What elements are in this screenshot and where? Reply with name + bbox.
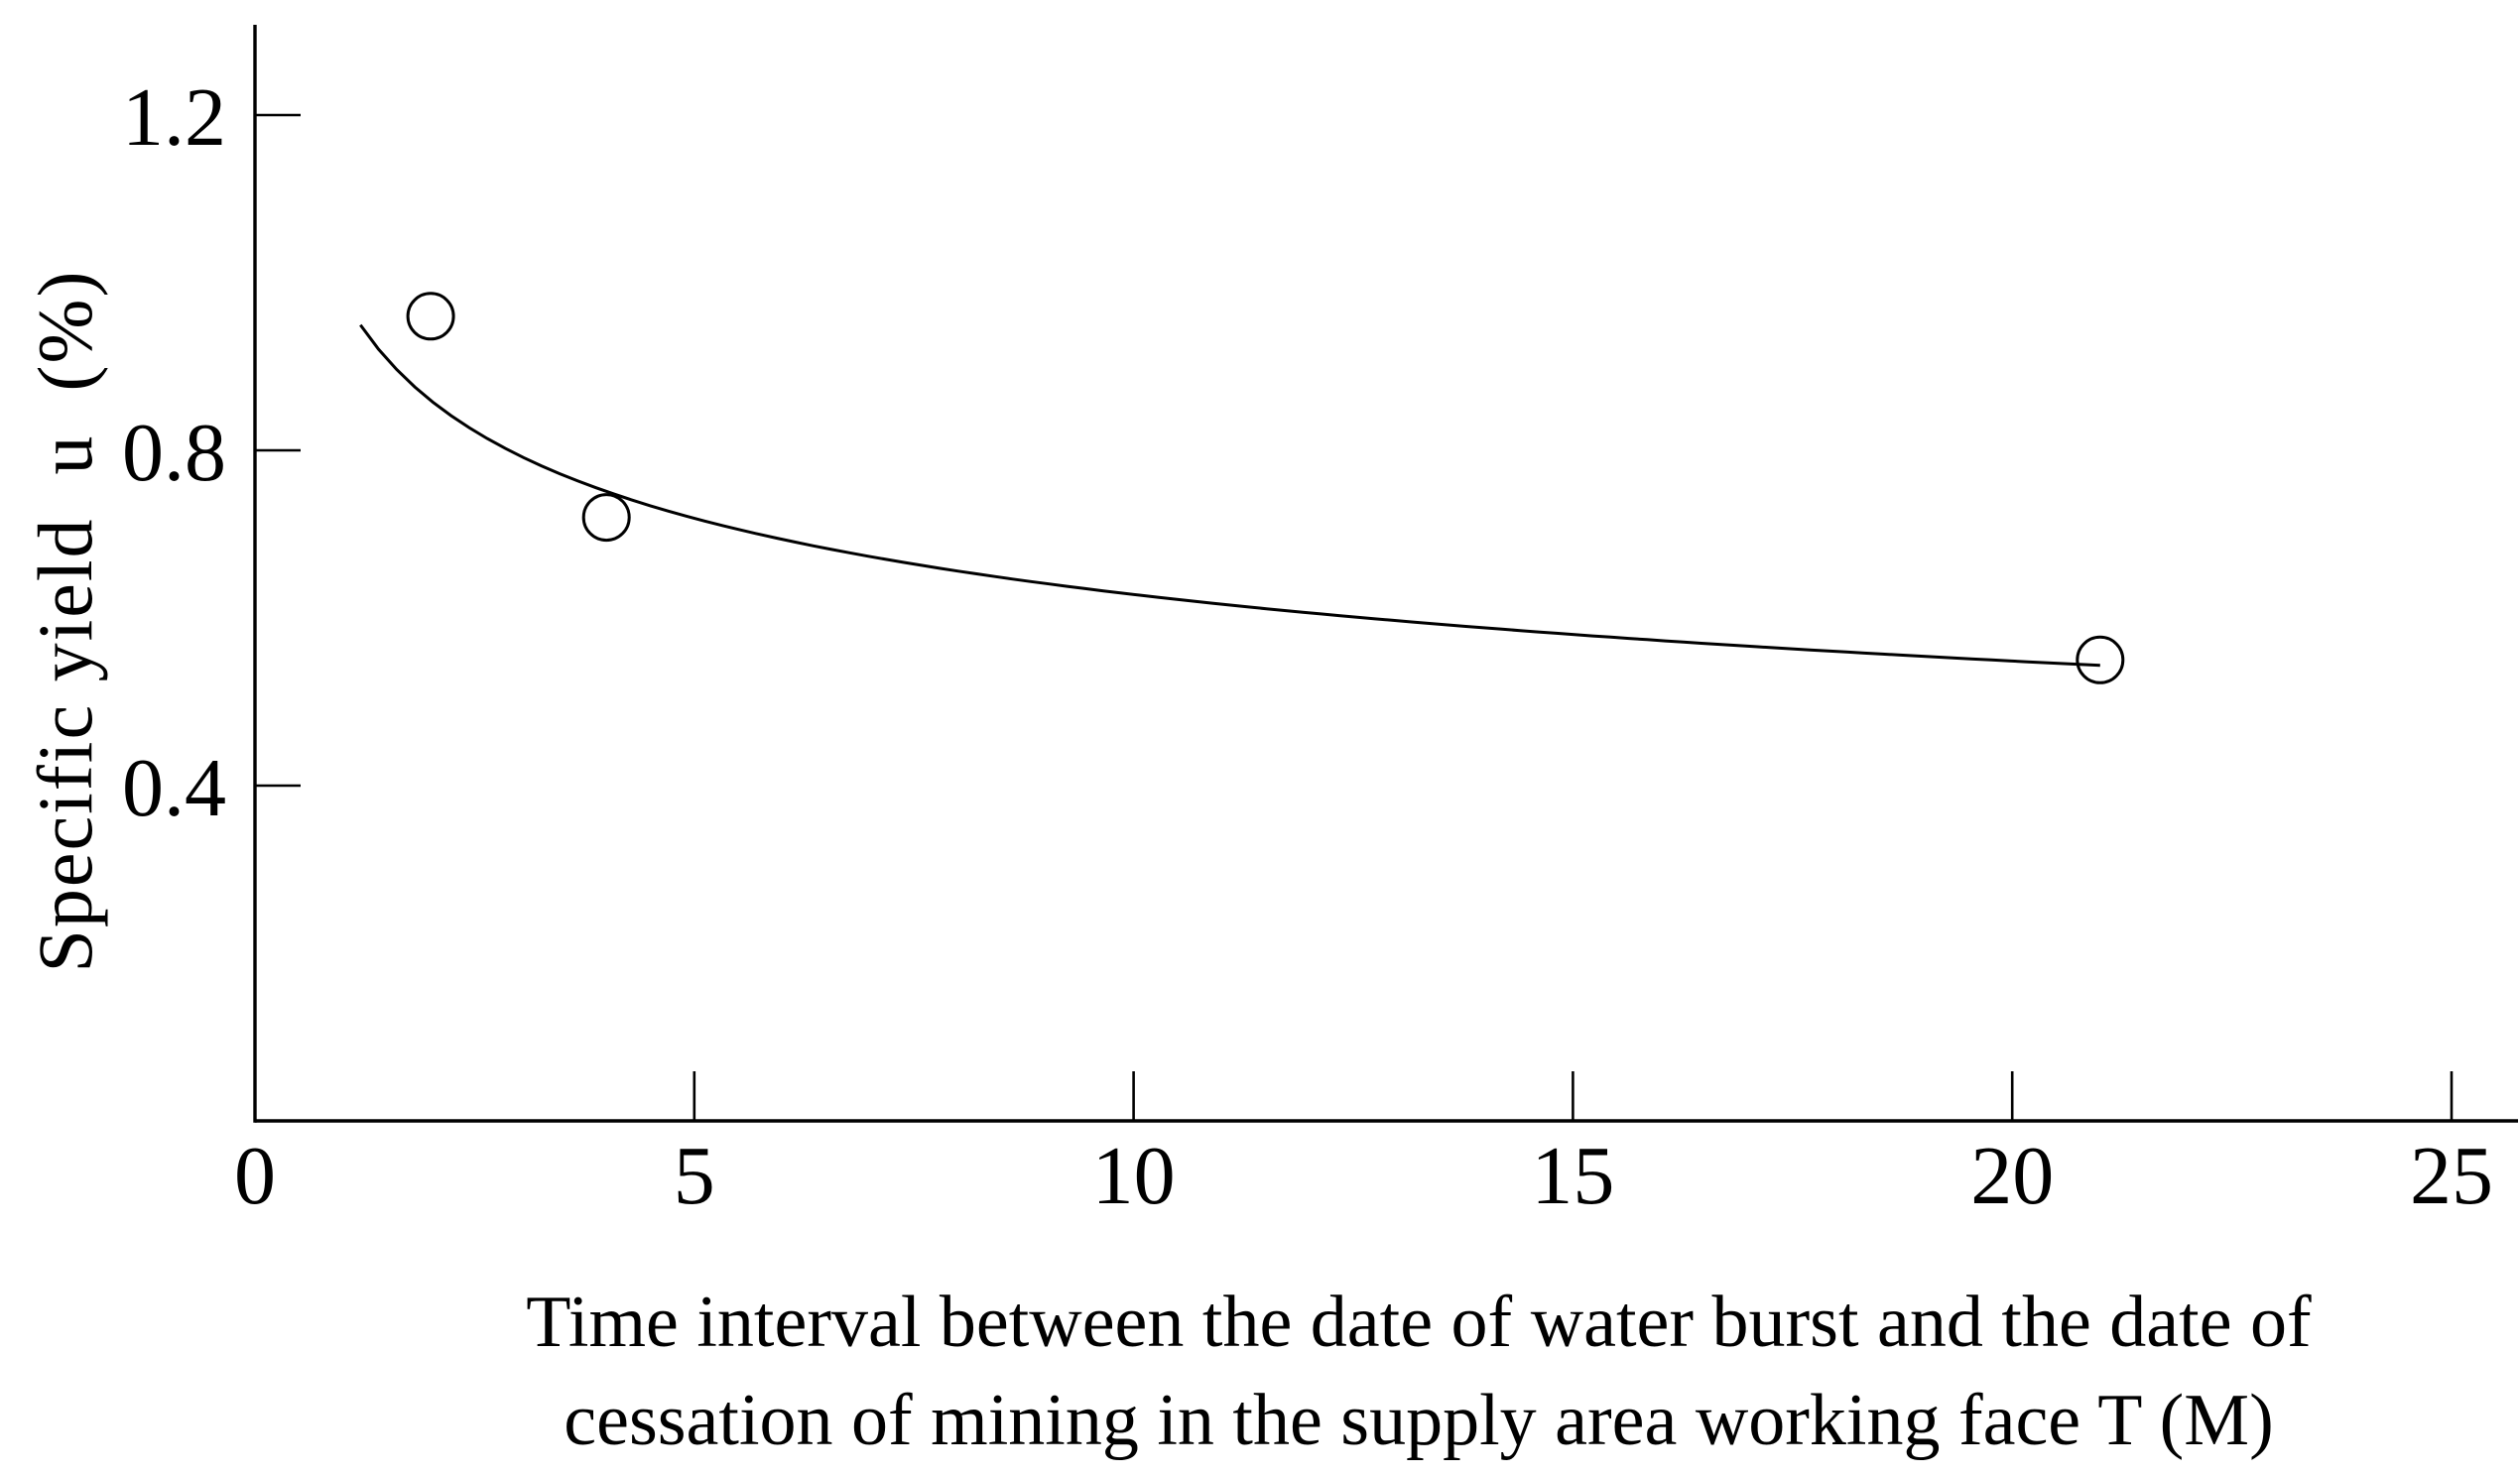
x-tick-label: 15 <box>1531 1130 1614 1222</box>
x-tick-label: 0 <box>234 1130 276 1222</box>
y-tick-label: 0.4 <box>122 742 226 834</box>
x-axis-title-line-1: Time interval between the date of water … <box>526 1282 2312 1363</box>
y-tick-label: 1.2 <box>122 71 226 164</box>
x-axis-title-line-2: cessation of mining in the supply area w… <box>564 1380 2274 1461</box>
data-point-marker <box>406 292 455 341</box>
y-tick-label: 0.8 <box>122 407 226 499</box>
y-axis-title: Specific yield u (%) <box>22 269 108 973</box>
x-tick-label: 10 <box>1092 1130 1176 1222</box>
x-axis-title: Time interval between the date of water … <box>317 1274 2520 1470</box>
data-point-marker <box>581 493 631 543</box>
x-tick-label: 25 <box>2410 1130 2493 1222</box>
x-tick-label: 5 <box>674 1130 715 1222</box>
trend-curve <box>359 323 2100 668</box>
data-point-marker <box>2076 635 2125 684</box>
x-tick-label: 20 <box>1970 1130 2054 1222</box>
